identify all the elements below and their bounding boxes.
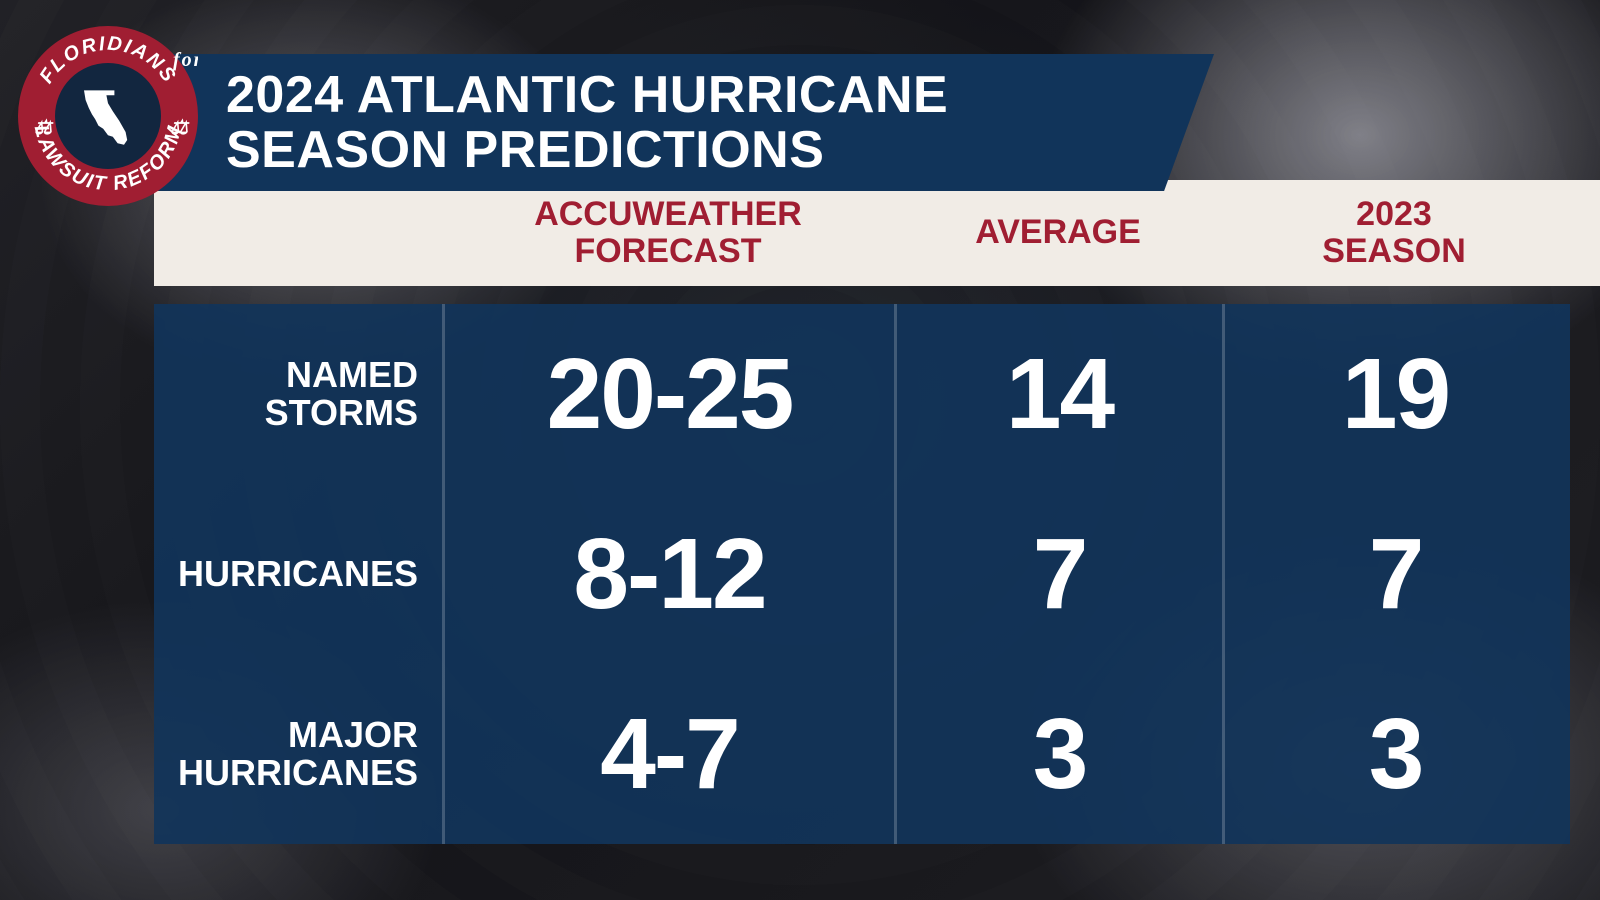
col-header-accuweather: ACCUWEATHER FORECAST [442, 196, 894, 271]
col-header-2023: 2023 SEASON [1222, 196, 1566, 271]
cell-major-average: 3 [897, 664, 1222, 844]
col-header-accuweather-l2: FORECAST [442, 233, 894, 270]
col-header-average: AVERAGE [894, 214, 1222, 251]
org-logo: FLORIDIANS LAWSUIT REFORM for ⚖ ⚖ [18, 26, 198, 206]
svg-text:⚖: ⚖ [34, 117, 54, 139]
logo-for-text: for [173, 49, 198, 71]
row-label-major-hurricanes: MAJOR HURRICANES [154, 664, 442, 844]
title-line1: 2024 ATLANTIC HURRICANE [226, 68, 1174, 123]
title-banner: 2024 ATLANTIC HURRICANE SEASON PREDICTIO… [154, 54, 1214, 191]
cell-major-2023: 3 [1225, 664, 1566, 844]
data-panel: NAMED STORMS HURRICANES MAJOR HURRICANES… [154, 304, 1570, 844]
row-label-named-storms: NAMED STORMS [154, 304, 442, 484]
cell-hurricanes-2023: 7 [1225, 484, 1566, 664]
row-label-hurricanes: HURRICANES [154, 484, 442, 664]
col-header-2023-l1: 2023 [1222, 196, 1566, 233]
logo-top-text: FLORIDIANS [35, 33, 180, 88]
data-col-accuweather: 20-25 8-12 4-7 [442, 304, 894, 844]
col-header-2023-l2: SEASON [1222, 233, 1566, 270]
cell-major-accuweather: 4-7 [445, 664, 894, 844]
column-header-bar: ACCUWEATHER FORECAST AVERAGE 2023 SEASON [154, 180, 1600, 286]
cell-named-accuweather: 20-25 [445, 304, 894, 484]
row-labels: NAMED STORMS HURRICANES MAJOR HURRICANES [154, 304, 442, 844]
cell-named-2023: 19 [1225, 304, 1566, 484]
cell-named-average: 14 [897, 304, 1222, 484]
title-line2: SEASON PREDICTIONS [226, 123, 1174, 178]
svg-text:⚖: ⚖ [170, 117, 190, 139]
data-col-2023: 19 7 3 [1222, 304, 1566, 844]
logo-ring-text: FLORIDIANS LAWSUIT REFORM for ⚖ ⚖ [18, 26, 198, 206]
cell-hurricanes-accuweather: 8-12 [445, 484, 894, 664]
data-col-average: 14 7 3 [894, 304, 1222, 844]
cell-hurricanes-average: 7 [897, 484, 1222, 664]
col-header-accuweather-l1: ACCUWEATHER [442, 196, 894, 233]
